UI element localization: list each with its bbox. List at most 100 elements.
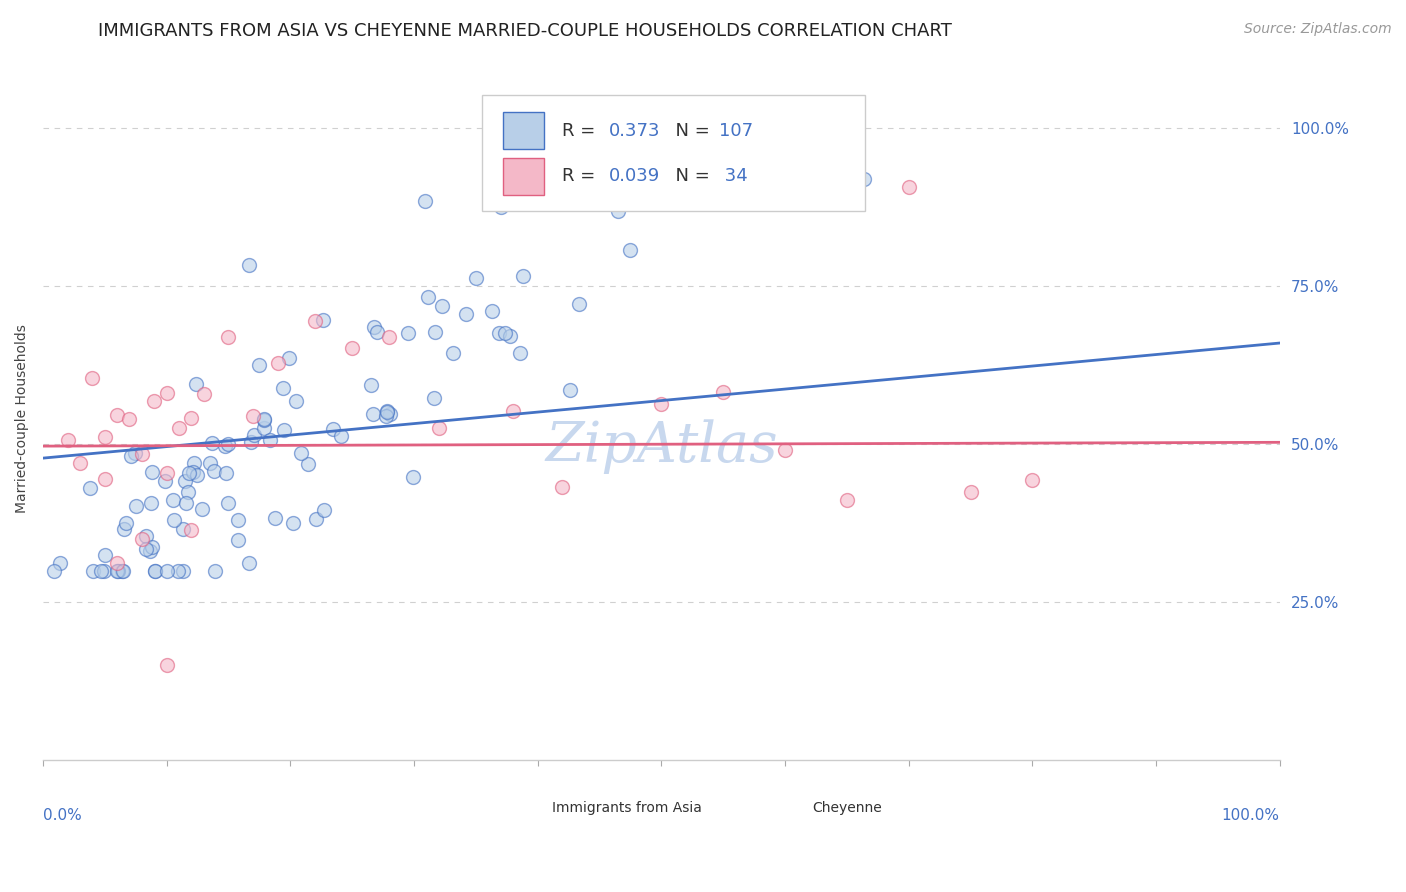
Point (633, 185, 655, 199)
Point (141, 540, 163, 554)
Point (375, 404, 398, 418)
Point (242, 409, 264, 423)
Point (131, 447, 153, 461)
Point (363, 407, 385, 421)
Point (239, 435, 262, 450)
Point (135, 529, 157, 543)
Point (153, 474, 176, 488)
Point (396, 326, 419, 341)
Point (277, 351, 299, 365)
Text: Immigrants from Asia: Immigrants from Asia (553, 801, 703, 815)
Point (606, 204, 628, 219)
Point (375, 405, 398, 419)
Point (180, 523, 202, 537)
Point (125, 499, 148, 513)
Point (617, 171, 640, 186)
Text: 34: 34 (720, 168, 748, 186)
Point (181, 465, 204, 479)
Point (281, 516, 304, 530)
Point (305, 512, 328, 526)
Point (174, 496, 197, 510)
Point (214, 439, 236, 453)
Point (141, 465, 163, 479)
Point (111, 564, 134, 578)
Point (167, 421, 190, 435)
Point (155, 564, 177, 578)
Point (264, 511, 287, 525)
Point (105, 564, 128, 578)
Point (416, 289, 439, 303)
Point (93, 430, 115, 444)
Point (105, 408, 128, 422)
Point (93, 564, 115, 578)
Point (131, 532, 153, 546)
Point (312, 503, 335, 517)
Point (413, 194, 436, 209)
Point (139, 496, 162, 510)
Point (304, 314, 326, 328)
Text: Cheyenne: Cheyenne (813, 801, 882, 815)
Bar (503, 112, 544, 150)
Point (509, 346, 531, 360)
Bar (513, 801, 540, 822)
Point (897, 179, 920, 194)
Point (494, 326, 516, 341)
Point (139, 543, 162, 558)
Point (155, 466, 177, 480)
Point (713, 171, 735, 186)
Point (375, 409, 398, 424)
Point (238, 258, 260, 272)
Point (312, 313, 335, 327)
Point (499, 328, 522, 343)
Point (558, 383, 581, 397)
Point (120, 450, 142, 464)
Point (145, 564, 167, 578)
Point (186, 467, 208, 482)
Point (650, 397, 672, 411)
Point (177, 485, 200, 500)
Point (773, 443, 796, 458)
Point (226, 533, 249, 548)
Point (502, 404, 524, 418)
Point (290, 446, 312, 460)
Point (242, 428, 264, 442)
Point (155, 385, 177, 400)
FancyBboxPatch shape (482, 95, 865, 211)
Point (217, 329, 239, 343)
Point (167, 564, 190, 578)
Point (172, 522, 194, 536)
Point (174, 474, 197, 488)
Point (115, 516, 138, 531)
Point (135, 542, 157, 557)
Point (427, 421, 450, 435)
Point (835, 492, 858, 507)
Point (82, 370, 104, 384)
Point (79, 482, 101, 496)
Point (112, 522, 135, 536)
Point (360, 378, 382, 392)
Point (253, 412, 276, 426)
Point (322, 422, 344, 436)
Point (422, 391, 444, 405)
Point (217, 437, 239, 451)
Point (330, 429, 353, 443)
Point (267, 356, 290, 370)
Point (143, 394, 166, 409)
Point (297, 457, 319, 471)
Point (711, 385, 734, 400)
Point (172, 564, 194, 578)
Point (49, 556, 72, 570)
Point (252, 413, 274, 427)
Point (82, 564, 104, 578)
Point (271, 381, 294, 395)
Point (200, 456, 222, 470)
Point (568, 297, 591, 311)
Text: R =: R = (562, 168, 602, 186)
Y-axis label: Married-couple Households: Married-couple Households (15, 325, 30, 514)
Point (124, 446, 146, 460)
Point (441, 346, 464, 360)
Point (155, 657, 177, 672)
Point (118, 412, 141, 426)
Point (619, 243, 641, 257)
Text: R =: R = (562, 121, 602, 140)
